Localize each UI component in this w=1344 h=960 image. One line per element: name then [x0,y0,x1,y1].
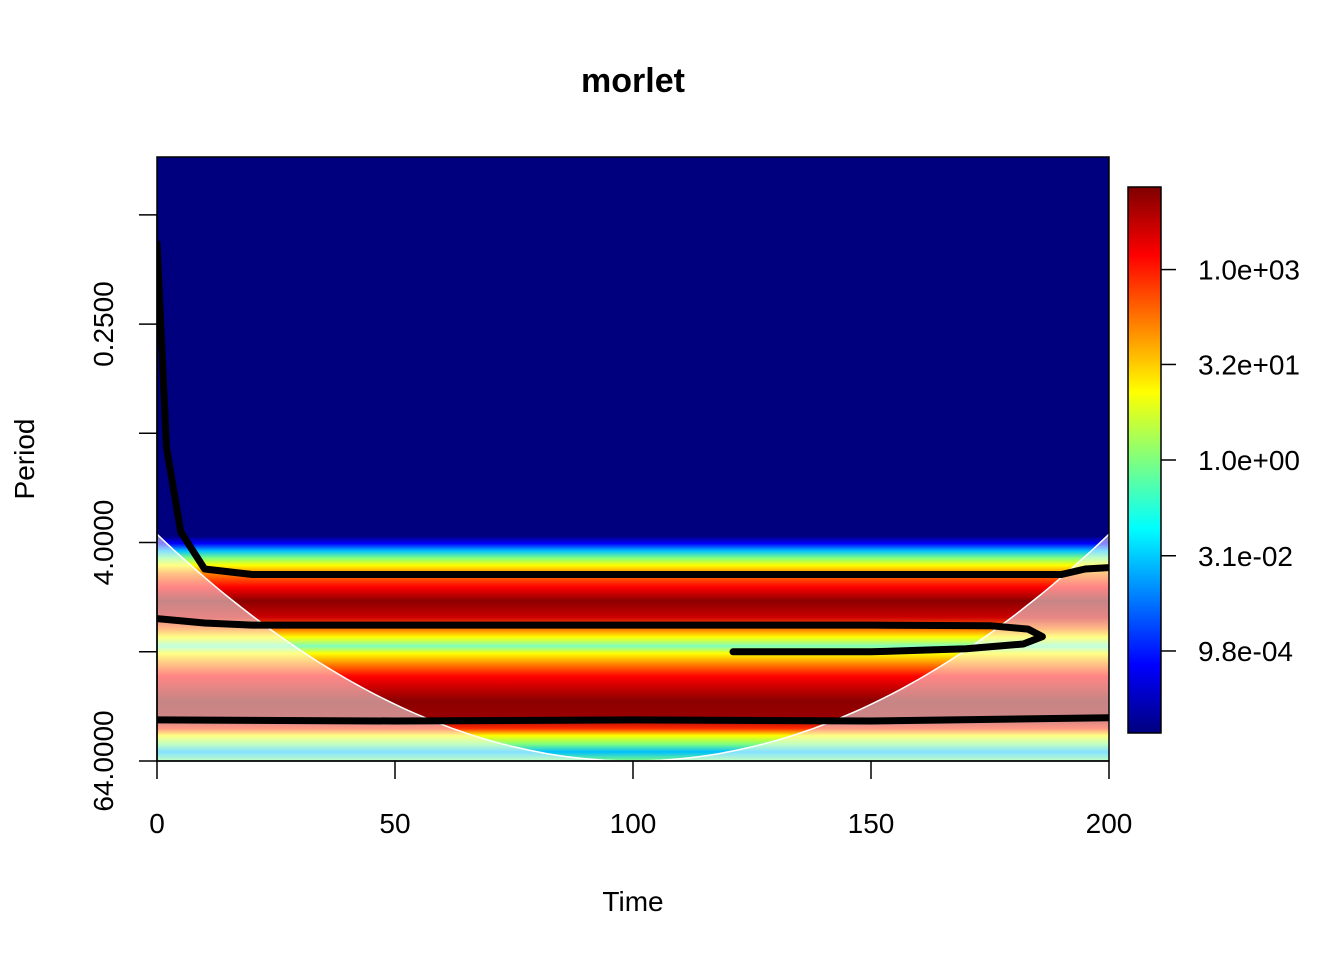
x-tick-label: 50 [379,808,410,839]
colorbar-axis: 1.0e+03 3.2e+01 1.0e+00 3.1e-02 9.8e-04 [1161,255,1300,667]
contour-line [157,240,1109,578]
y-tick-label: 0.2500 [88,281,119,367]
x-tick-label: 100 [610,808,657,839]
x-tick-label: 0 [149,808,165,839]
contour-line [157,615,1046,656]
y-tick-label: 64.0000 [88,710,119,811]
colorbar-tick-label: 3.1e-02 [1198,541,1293,572]
y-tick-label: 4.0000 [88,500,119,586]
colorbar-tick-label: 3.2e+01 [1198,349,1300,380]
contour-line [157,714,1109,725]
y-axis-label: Period [9,419,40,500]
y-axis: 0.2500 4.0000 64.0000 [88,214,158,812]
significance-contours [157,240,1109,725]
colorbar-tick-label: 9.8e-04 [1198,636,1293,667]
x-axis-label: Time [602,886,663,917]
x-tick-label: 200 [1086,808,1133,839]
cone-of-influence [157,533,1109,761]
chart-title: morlet [581,62,685,100]
heatmap-area [157,157,1109,761]
colorbar [1127,186,1162,734]
x-tick-label: 150 [848,808,895,839]
x-axis: 0 50 100 150 200 [149,760,1133,839]
colorbar-tick-label: 1.0e+00 [1198,445,1300,476]
colorbar-tick-label: 1.0e+03 [1198,255,1300,286]
